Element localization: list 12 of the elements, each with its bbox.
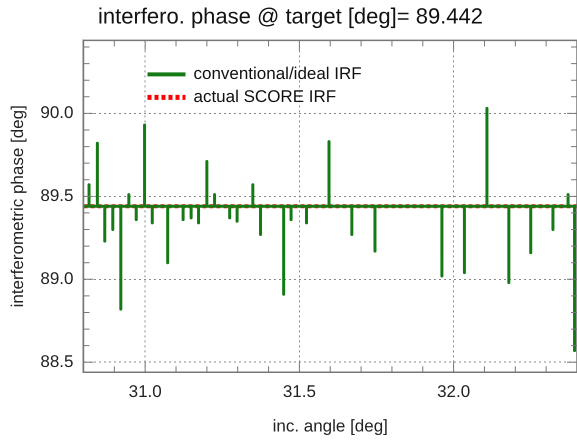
y-tick-label: 89.5 [40, 186, 74, 206]
chart-title: interfero. phase @ target [deg]= 89.442 [98, 3, 483, 28]
x-tick-label: 31.0 [128, 382, 162, 402]
legend-label: conventional/ideal IRF [193, 64, 362, 84]
y-tick-label: 88.5 [40, 352, 74, 371]
x-axis-title: inc. angle [deg] [272, 416, 388, 436]
x-tick-label: 31.5 [282, 382, 316, 402]
x-tick-label: 32.0 [437, 382, 470, 402]
legend-label: actual SCORE IRF [193, 87, 336, 106]
y-tick-label: 89.0 [40, 268, 74, 288]
y-tick-label: 90.0 [40, 103, 74, 122]
y-axis-title: interferometric phase [deg] [8, 105, 27, 308]
